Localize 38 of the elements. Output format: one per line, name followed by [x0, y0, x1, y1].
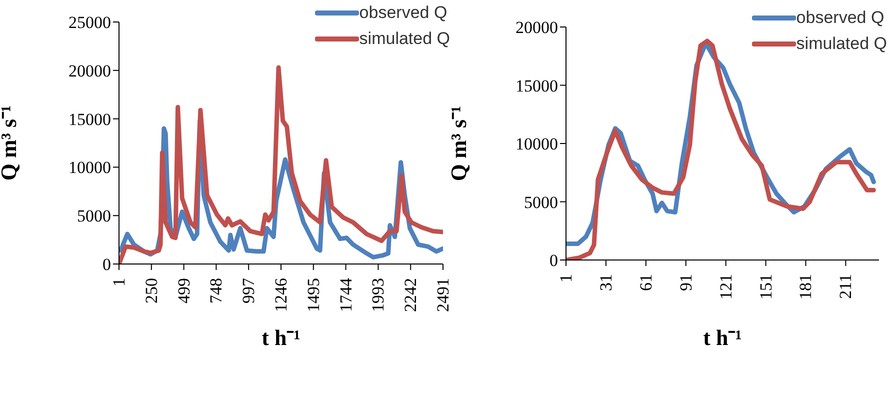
y-axis-title: Q m³ s⁻¹ — [0, 105, 21, 181]
legend-label: simulated Q — [359, 28, 450, 50]
x-tick-label: 181 — [796, 274, 816, 300]
x-tick-label: 61 — [636, 274, 656, 291]
legend-label: observed Q — [359, 2, 448, 24]
x-tick-label: 1246 — [272, 278, 290, 312]
y-tick-label: 10000 — [68, 158, 111, 178]
x-axis-title: t h⁻¹ — [703, 325, 742, 350]
y-tick-label: 15000 — [516, 76, 558, 96]
x-tick-label: 2242 — [401, 278, 420, 312]
x-tick-label: 91 — [676, 274, 696, 291]
y-tick-label: 20000 — [68, 61, 111, 80]
x-tick-label: 151 — [756, 274, 776, 300]
x-tick-label: 499 — [174, 278, 194, 304]
y-tick-label: 5000 — [77, 206, 111, 226]
y-tick-label: 25000 — [68, 13, 111, 32]
x-tick-label: 211 — [836, 274, 856, 299]
x-tick-label: 2491 — [434, 278, 452, 312]
legend-label: simulated Q — [796, 33, 887, 55]
y-tick-label: 10000 — [516, 134, 558, 154]
x-axis-title: t h⁻¹ — [262, 325, 300, 350]
x-tick-label: 1495 — [304, 278, 323, 312]
x-tick-label: 121 — [716, 274, 736, 300]
x-tick-label: 1744 — [336, 278, 356, 312]
x-tick-label: 997 — [239, 278, 258, 304]
x-tick-label: 1993 — [368, 278, 388, 312]
x-tick-label: 748 — [206, 278, 226, 304]
y-tick-label: 0 — [550, 251, 558, 270]
y-axis-title: Q m³ s⁻¹ — [446, 106, 471, 182]
x-tick-label: 1 — [556, 274, 576, 282]
y-tick-label: 15000 — [68, 110, 111, 129]
y-tick-label: 0 — [102, 255, 111, 274]
x-tick-label: 31 — [596, 274, 616, 291]
y-tick-label: 20000 — [516, 18, 558, 38]
x-tick-label: 1 — [110, 278, 128, 286]
legend-label: observed Q — [796, 7, 884, 29]
y-tick-label: 5000 — [524, 192, 558, 212]
x-tick-label: 250 — [142, 278, 161, 304]
